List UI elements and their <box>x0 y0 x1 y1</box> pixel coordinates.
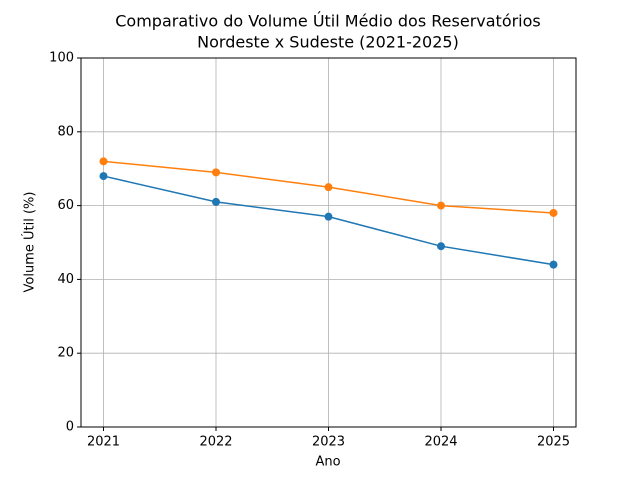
y-tick-label: 20 <box>57 346 74 361</box>
data-point <box>437 201 445 210</box>
x-tick-label: 2025 <box>537 435 570 450</box>
y-tick-label: 100 <box>49 51 74 66</box>
y-tick-label: 0 <box>66 420 74 435</box>
data-point <box>99 157 108 166</box>
y-axis-label: Volume Útil (%) <box>22 192 38 293</box>
x-tick-label: 2024 <box>424 435 457 450</box>
x-tick-label: 2021 <box>87 435 120 450</box>
data-point <box>324 212 333 221</box>
y-tick-label: 60 <box>57 198 74 213</box>
data-point <box>212 197 220 206</box>
data-point <box>549 260 558 269</box>
y-tick-label: 80 <box>57 124 74 139</box>
x-tick-label: 2023 <box>312 435 345 450</box>
data-point <box>212 168 220 177</box>
x-tick-label: 2022 <box>199 435 232 450</box>
y-tick-label: 40 <box>57 272 74 287</box>
x-axis-label: Ano <box>315 455 340 470</box>
data-point <box>99 172 108 181</box>
data-point <box>437 242 445 251</box>
data-point <box>324 183 333 192</box>
chart-title: Comparativo do Volume Útil Médio dos Res… <box>115 12 541 31</box>
chart-title: Nordeste x Sudeste (2021-2025) <box>197 33 459 52</box>
data-point <box>549 208 558 217</box>
plot-frame <box>80 57 577 428</box>
